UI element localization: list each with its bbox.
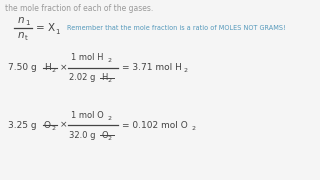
Text: the mole fraction of each of the gases.: the mole fraction of each of the gases.: [5, 4, 153, 13]
Text: 32.0 g: 32.0 g: [69, 130, 95, 140]
Text: 2: 2: [184, 69, 188, 73]
Text: t: t: [25, 35, 28, 41]
Text: n: n: [18, 30, 25, 40]
Text: 2: 2: [108, 58, 112, 64]
Text: H: H: [101, 73, 108, 82]
Text: 7.50 g: 7.50 g: [8, 64, 37, 73]
Text: n: n: [18, 15, 25, 25]
Text: = X: = X: [36, 23, 55, 33]
Text: O: O: [101, 130, 108, 140]
Text: ×: ×: [60, 64, 68, 73]
Text: Remember that the mole fraction is a ratio of MOLES NOT GRAMS!: Remember that the mole fraction is a rat…: [67, 25, 286, 31]
Text: 2.02 g: 2.02 g: [69, 73, 95, 82]
Text: 3.25 g: 3.25 g: [8, 120, 36, 129]
Text: = 3.71 mol H: = 3.71 mol H: [122, 64, 182, 73]
Text: = 0.102 mol O: = 0.102 mol O: [122, 120, 188, 129]
Text: 1 mol O: 1 mol O: [71, 111, 104, 120]
Text: 2: 2: [108, 78, 112, 84]
Text: H: H: [44, 64, 51, 73]
Text: 1: 1: [55, 29, 60, 35]
Text: 1 mol H: 1 mol H: [71, 53, 103, 62]
Text: 2: 2: [191, 125, 195, 130]
Text: ×: ×: [60, 120, 68, 129]
Text: 2: 2: [51, 69, 55, 73]
Text: 2: 2: [51, 125, 55, 130]
Text: 2: 2: [108, 116, 112, 120]
Text: O: O: [44, 120, 51, 129]
Text: 2: 2: [108, 136, 112, 141]
Text: 1: 1: [25, 20, 29, 26]
